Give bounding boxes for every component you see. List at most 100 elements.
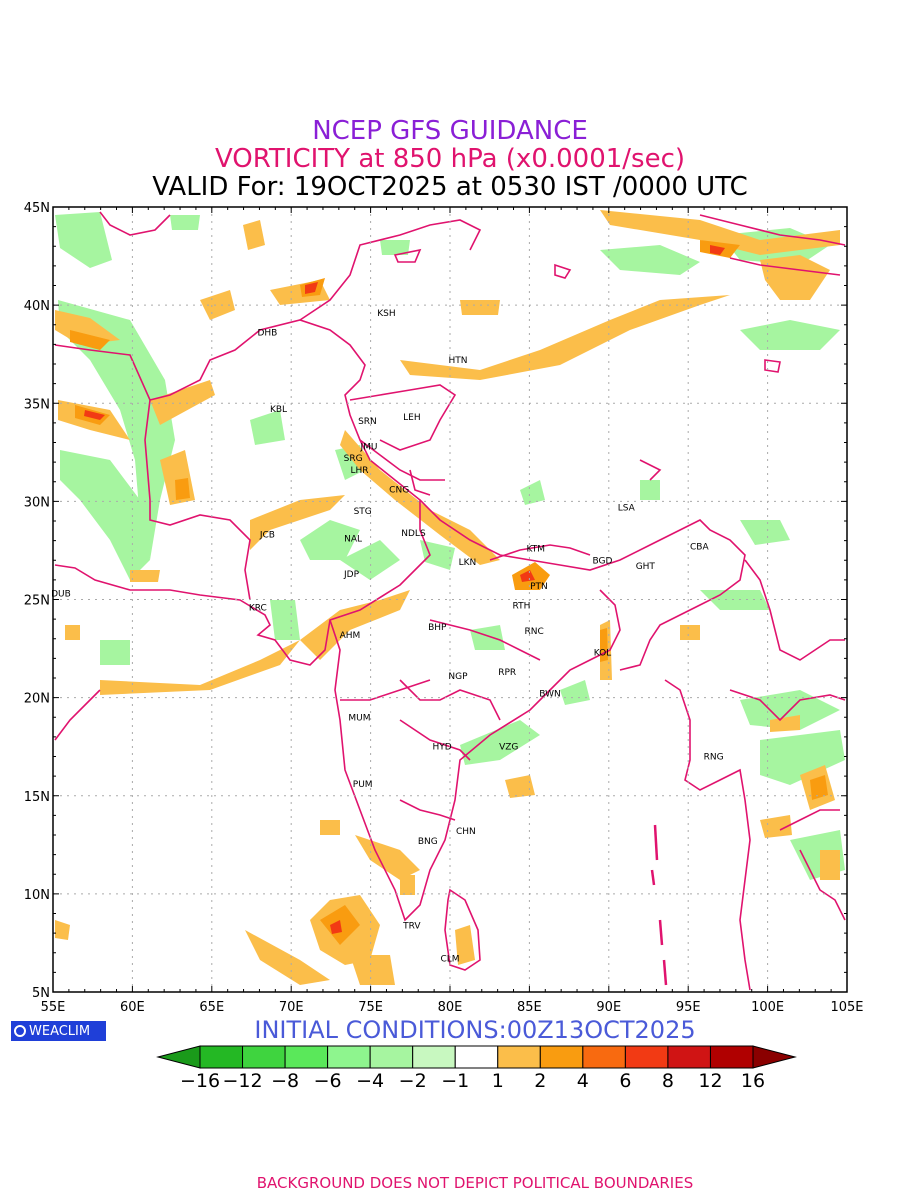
city-label: BWN [539, 690, 561, 700]
legend-swatch [284, 1045, 329, 1069]
logo-text: WEACLIM [29, 1023, 91, 1039]
legend-level: 12 [698, 1070, 722, 1092]
city-label: KTM [527, 544, 545, 554]
grid-lines [53, 207, 847, 992]
city-label: MUM [348, 713, 370, 723]
lat-label: 5N [32, 986, 50, 1001]
initial-conditions: INITIAL CONDITIONS:00Z13OCT2025 [254, 1016, 696, 1044]
city-label: SRG [344, 454, 363, 464]
legend-swatch [327, 1045, 371, 1069]
city-label: HYD [432, 743, 451, 753]
legend-level: 6 [619, 1070, 631, 1092]
city-label: HTN [448, 356, 467, 366]
lon-label: 75E [358, 1000, 383, 1015]
city-label: JCB [259, 531, 275, 541]
legend-arrow-left [156, 1045, 201, 1069]
city-label: KBL [270, 405, 287, 415]
vorticity-field [55, 210, 845, 985]
color-legend: −16 −12 −8 −6 −4 −2 −1 1 2 4 6 8 12 16 [156, 1045, 797, 1092]
legend-swatch [199, 1045, 244, 1069]
legend-level: 16 [741, 1070, 765, 1092]
city-label: KOL [594, 648, 612, 658]
lon-label: 70E [279, 1000, 304, 1015]
lat-label: 35N [24, 397, 50, 412]
legend-level: −4 [356, 1070, 384, 1092]
lon-label: 85E [517, 1000, 542, 1015]
city-label: VZG [499, 743, 518, 753]
legend-level: 1 [492, 1070, 504, 1092]
legend-swatch [242, 1045, 286, 1069]
lat-label: 45N [24, 201, 50, 216]
lat-label: 25N [24, 594, 50, 609]
title-line-2: VORTICITY at 850 hPa (x0.0001/sec) [214, 144, 686, 174]
legend-swatch [412, 1045, 456, 1069]
lon-label: 65E [199, 1000, 224, 1015]
city-label: SRN [358, 417, 377, 427]
city-label: KSH [377, 309, 395, 319]
legend-level: 2 [534, 1070, 546, 1092]
city-label: GHT [636, 562, 656, 572]
city-label: DHB [257, 329, 277, 339]
city-label: RNC [525, 627, 544, 637]
lon-label: 60E [120, 1000, 145, 1015]
legend-level: 8 [662, 1070, 674, 1092]
city-label: RPR [498, 668, 516, 678]
lon-label: 90E [596, 1000, 621, 1015]
lon-label: 80E [438, 1000, 463, 1015]
boundary-lines [54, 211, 846, 991]
city-label: LSA [618, 503, 636, 513]
lat-label: 15N [24, 790, 50, 805]
city-label: JDP [343, 570, 360, 580]
city-label: TRV [402, 921, 421, 931]
city-label: NAL [344, 535, 362, 545]
legend-swatch [497, 1045, 541, 1069]
city-label: CBA [690, 543, 709, 553]
legend-swatch [369, 1045, 414, 1069]
city-label: AHM [340, 631, 361, 641]
weaclim-logo: WEACLIM [11, 1021, 106, 1041]
city-label: BNG [418, 837, 438, 847]
legend-level: −6 [314, 1070, 342, 1092]
lon-label: 100E [751, 1000, 784, 1015]
city-label: BGD [592, 556, 612, 566]
legend-arrow-right [752, 1045, 797, 1069]
city-label: LKN [459, 558, 477, 568]
city-label: DUB [51, 590, 71, 600]
title-line-1: NCEP GFS GUIDANCE [312, 116, 588, 146]
lon-label: 55E [41, 1000, 66, 1015]
city-label: PUM [353, 780, 373, 790]
city-label: PTN [530, 582, 548, 592]
footer-note: BACKGROUND DOES NOT DEPICT POLITICAL BOU… [256, 1174, 694, 1192]
city-label: NDLS [401, 529, 426, 539]
city-label: BHP [428, 623, 447, 633]
city-label: JMU [360, 442, 378, 452]
legend-level: −1 [441, 1070, 469, 1092]
legend-swatch [582, 1045, 626, 1069]
city-label: STG [354, 507, 372, 517]
lon-label: 105E [830, 1000, 863, 1015]
legend-swatch [709, 1045, 754, 1069]
city-label: CLM [440, 955, 459, 965]
legend-swatch [539, 1045, 584, 1069]
city-label: LHR [350, 466, 368, 476]
lat-label: 30N [24, 495, 50, 510]
title-line-3: VALID For: 19OCT2025 at 0530 IST /0000 U… [152, 172, 748, 202]
city-label: RTH [513, 601, 531, 611]
legend-swatch [454, 1045, 499, 1069]
city-label: CHN [456, 827, 476, 837]
logo-circle-icon [14, 1025, 26, 1037]
legend-level: −8 [271, 1070, 299, 1092]
lat-label: 40N [24, 299, 50, 314]
legend-level: −2 [399, 1070, 427, 1092]
lat-label: 10N [24, 888, 50, 903]
legend-level: −16 [180, 1070, 220, 1092]
city-label: LEH [403, 413, 420, 423]
city-label: RNG [704, 753, 724, 763]
legend-swatch [667, 1045, 711, 1069]
lat-label: 20N [24, 692, 50, 707]
city-label: NGP [448, 672, 468, 682]
legend-level: −12 [222, 1070, 262, 1092]
city-labels: KSH DHB HTN KBL SRN LEH JMU SRG LHR CNG LSA STG JCB N… [51, 309, 724, 965]
